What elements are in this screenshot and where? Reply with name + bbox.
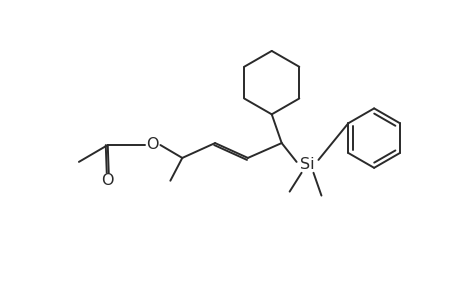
Text: O: O <box>146 136 158 152</box>
Text: Si: Si <box>300 158 314 172</box>
Text: O: O <box>101 173 114 188</box>
